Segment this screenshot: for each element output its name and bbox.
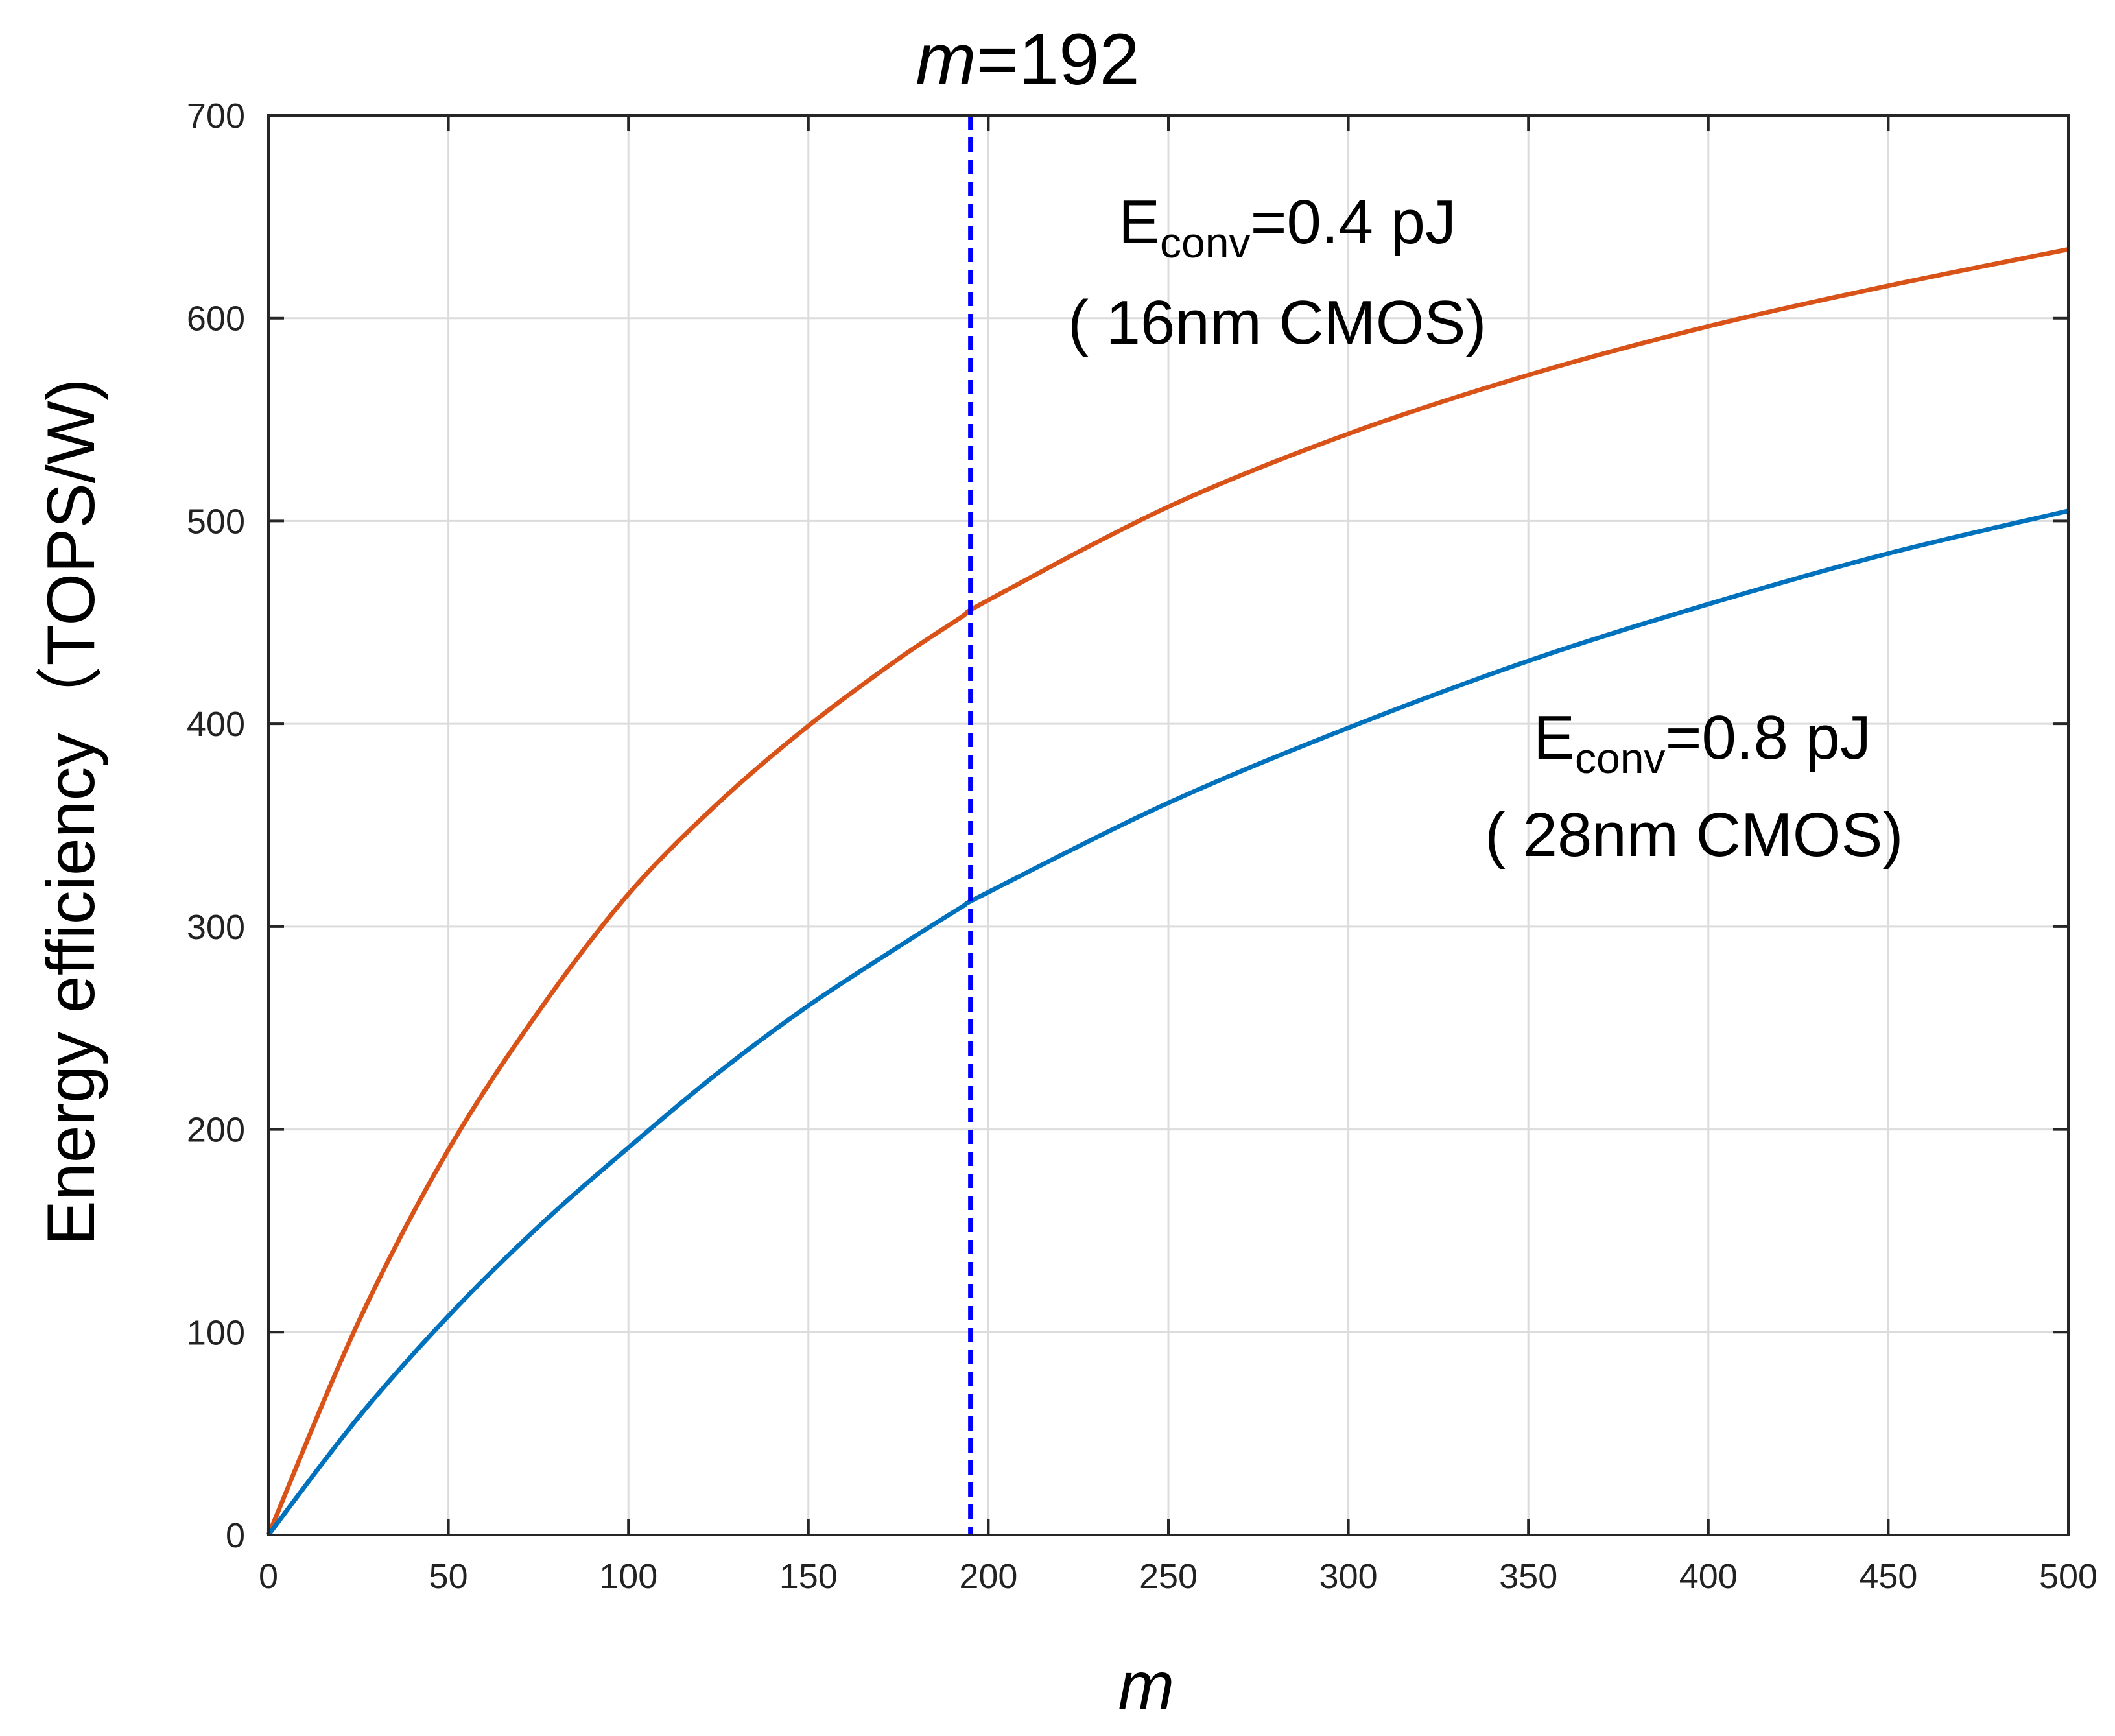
- x-tick-label: 150: [779, 1557, 838, 1596]
- series-lines: [266, 246, 2069, 1537]
- threshold-label-var: m: [916, 19, 976, 100]
- annotation-16nm-value: =0.4 pJ: [1250, 187, 1456, 257]
- y-tick-label: 200: [187, 1111, 245, 1150]
- threshold-label: m=192: [916, 19, 1140, 100]
- x-tick-label: 200: [959, 1557, 1017, 1596]
- x-tick-label: 400: [1679, 1557, 1738, 1596]
- y-tick-label: 0: [226, 1516, 245, 1555]
- annotation-28nm-value: =0.8 pJ: [1665, 703, 1871, 772]
- y-tick-label: 400: [187, 705, 245, 744]
- x-tick-label: 500: [2039, 1557, 2097, 1596]
- y-tick-label: 100: [187, 1313, 245, 1352]
- plot-frame: [267, 114, 2070, 1536]
- annotation-16nm-energy: Econv=0.4 pJ: [1118, 187, 1456, 267]
- x-tick-label: 250: [1139, 1557, 1198, 1596]
- axis-ticks: [267, 114, 2070, 1536]
- y-tick-label: 500: [187, 502, 245, 541]
- series-line-28nm: [266, 508, 2069, 1537]
- x-tick-label: 300: [1319, 1557, 1378, 1596]
- threshold-label-value: =192: [976, 19, 1140, 100]
- series-line-16nm: [266, 246, 2069, 1536]
- tick-labels: 0 50 100 150 200 250 300 350 400 450 500 0 100 200 300…: [187, 97, 2097, 1596]
- annotation-28nm-process: ( 28nm CMOS): [1485, 800, 1903, 870]
- y-tick-label: 300: [187, 908, 245, 947]
- x-tick-label: 100: [599, 1557, 657, 1596]
- annotation-16nm-process: ( 16nm CMOS): [1068, 288, 1486, 357]
- annotation-28nm-sub: conv: [1575, 734, 1665, 782]
- x-tick-label: 0: [259, 1557, 278, 1596]
- y-tick-label: 600: [187, 300, 245, 339]
- x-axis-title: m: [1118, 1648, 1175, 1724]
- x-tick-label: 350: [1499, 1557, 1557, 1596]
- annotation-28nm-e: E: [1533, 703, 1575, 772]
- x-tick-label: 50: [429, 1557, 468, 1596]
- y-axis-title: Energy efficiency（TOPS/W): [34, 378, 109, 1245]
- y-tick-label: 700: [187, 97, 245, 136]
- x-tick-label: 450: [1859, 1557, 1917, 1596]
- annotation-16nm-sub: conv: [1160, 219, 1250, 267]
- annotation-16nm-e: E: [1118, 187, 1160, 257]
- annotation-28nm-energy: Econv=0.8 pJ: [1533, 703, 1871, 782]
